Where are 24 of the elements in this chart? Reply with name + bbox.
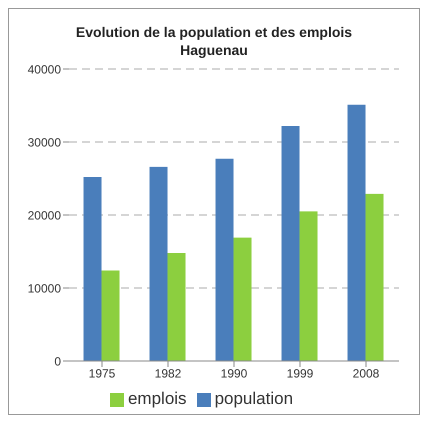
legend-label: population (214, 389, 294, 408)
y-tick-label: 20000 (28, 208, 62, 222)
y-tick-label: 40000 (28, 62, 62, 76)
y-tick-label: 30000 (28, 135, 62, 150)
bar (282, 126, 300, 361)
bar (168, 252, 186, 361)
bar (300, 211, 318, 361)
bar (348, 104, 366, 361)
x-tick-label: 2008 (352, 366, 380, 381)
bar (216, 158, 234, 361)
y-tick-label: 0 (54, 354, 62, 368)
chart-title: Evolution de la population et des emplois (74, 23, 354, 41)
bar (150, 166, 168, 361)
x-tick-label: 1999 (286, 366, 314, 381)
bar (102, 270, 120, 361)
x-tick-label: 1982 (154, 366, 182, 381)
x-tick-label: 1975 (88, 366, 116, 381)
chart-subtitle: Haguenau (179, 41, 249, 59)
y-tick-label: 10000 (28, 281, 62, 296)
x-tick-label: 1990 (220, 366, 248, 381)
bar (366, 194, 384, 361)
bar (234, 238, 252, 361)
bar (84, 177, 102, 361)
legend-label: emplois (128, 389, 187, 408)
